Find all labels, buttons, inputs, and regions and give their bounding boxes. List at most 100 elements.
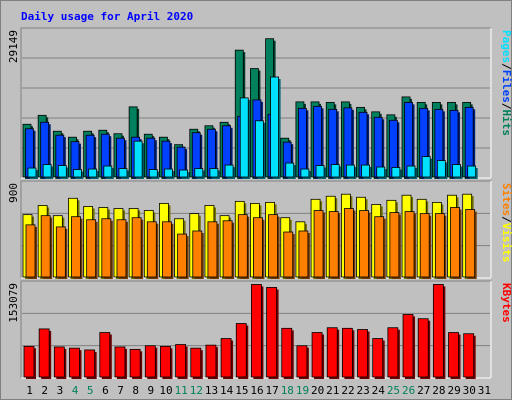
bar-kbytes-day-22 [341,327,355,379]
bar-sites-day-21 [328,211,341,279]
bar-pages-day-24 [376,166,387,179]
bar-kbytes-day-7 [114,346,127,379]
day-label-25: 25 [387,384,400,397]
bar-sites-day-10 [162,221,174,279]
day-label-12: 12 [190,384,203,397]
day-label-19: 19 [296,384,309,397]
bar-kbytes-day-14 [220,338,234,379]
day-label-9: 9 [148,384,155,397]
bar-sites-day-13 [207,221,219,279]
bar-pages-day-17 [270,76,281,179]
bar-kbytes-day-3 [53,346,67,379]
bar-pages-day-16 [255,120,266,179]
day-label-3: 3 [57,384,64,397]
bar-pages-day-27 [421,156,433,179]
panel-visits-sites: 900 [7,180,492,279]
bar-sites-day-27 [419,213,432,279]
bar-sites-day-26 [404,211,417,279]
bar-kbytes-day-17 [266,287,279,379]
bar-kbytes-day-10 [160,345,173,379]
bar-pages-day-12 [194,168,205,179]
chart-title: Daily usage for April 2020 [21,10,193,23]
day-label-28: 28 [432,384,445,397]
day-label-7: 7 [117,384,124,397]
bar-kbytes-day-28 [432,284,446,379]
day-label-30: 30 [463,384,476,397]
bar-sites-day-24 [374,216,386,279]
bar-sites-day-16 [253,217,265,279]
bar-kbytes-day-27 [417,318,431,379]
day-label-10: 10 [159,384,172,397]
bar-pages-day-5 [88,168,99,179]
bar-pages-day-18 [285,162,296,179]
day-label-23: 23 [357,384,370,397]
bar-sites-day-20 [313,210,326,279]
day-label-22: 22 [341,384,354,397]
bar-kbytes-day-4 [69,347,82,379]
bar-pages-day-22 [345,164,357,179]
bar-pages-day-28 [436,160,448,179]
bar-kbytes-day-11 [175,344,188,379]
bar-sites-day-11 [177,233,189,279]
bar-sites-day-22 [343,208,356,279]
bar-pages-day-1 [27,167,38,179]
bar-kbytes-day-6 [99,332,112,379]
bar-pages-day-30 [467,165,478,179]
bar-pages-day-6 [103,165,114,179]
bar-kbytes-day-19 [296,345,309,379]
bar-kbytes-day-21 [326,327,340,379]
bar-kbytes-day-24 [372,338,385,379]
day-label-15: 15 [235,384,248,397]
bar-sites-day-17 [268,214,280,279]
panel-kbytes: 153079 [7,280,492,379]
bar-sites-day-6 [101,218,113,279]
bar-kbytes-day-23 [357,329,370,379]
bar-pages-day-8 [133,140,145,179]
bar-sites-day-5 [86,219,98,279]
bar-sites-day-3 [55,226,68,279]
panel-hits-files-pages: 29149 [7,27,492,180]
bar-pages-day-13 [209,168,220,179]
bar-sites-day-25 [389,212,401,279]
bar-pages-day-9 [148,169,160,179]
bar-kbytes-day-2 [38,328,52,379]
bar-pages-day-3 [57,165,69,179]
bar-pages-day-29 [452,164,463,179]
bar-kbytes-day-8 [129,348,143,379]
day-label-1: 1 [26,384,33,397]
bar-sites-day-19 [298,230,310,279]
bar-files-day-19 [298,107,309,179]
bar-sites-day-2 [40,215,53,279]
ymax-label-hits-files-pages: 29149 [7,30,20,63]
side-label-kbytes: KBytes [500,283,512,323]
bar-pages-day-26 [406,165,418,179]
bar-sites-day-28 [434,213,447,279]
bar-kbytes-day-25 [387,327,400,379]
bar-pages-day-14 [224,164,236,179]
day-label-16: 16 [250,384,263,397]
day-label-20: 20 [311,384,324,397]
bar-kbytes-day-15 [235,323,249,379]
bar-pages-day-4 [73,169,84,179]
day-label-21: 21 [326,384,339,397]
bar-sites-day-30 [465,209,477,279]
side-label-hits-files-pages: Pages/Files/Hits [500,30,512,136]
bar-sites-day-18 [283,231,295,279]
ymax-label-kbytes: 153079 [7,283,20,323]
bar-pages-day-25 [391,167,402,179]
bar-sites-day-12 [192,230,204,279]
bar-sites-day-14 [222,220,235,279]
day-label-29: 29 [447,384,460,397]
bar-sites-day-9 [146,221,159,279]
day-label-27: 27 [417,384,430,397]
bar-pages-day-20 [315,165,327,179]
bar-pages-day-19 [300,168,311,179]
day-label-14: 14 [220,384,234,397]
bar-pages-day-7 [118,168,129,179]
bar-sites-day-4 [71,216,83,279]
bar-kbytes-day-18 [281,327,294,379]
day-label-4: 4 [72,384,79,397]
bar-sites-day-7 [116,219,128,279]
day-label-2: 2 [41,384,48,397]
